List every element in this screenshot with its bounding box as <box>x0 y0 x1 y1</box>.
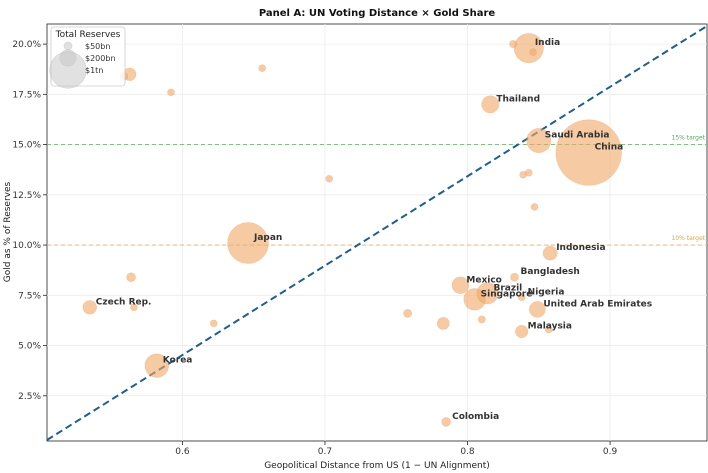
point <box>126 272 136 283</box>
y-ticks: 2.5% 5.0% 7.5% 10.0% 12.5% 15.0% 17.5% 20.0% <box>12 40 47 402</box>
point <box>325 174 334 183</box>
y-tick-label: 15.0% <box>12 141 41 151</box>
legend-marker <box>63 41 73 51</box>
label-united-arab-emirates: United Arab Emirates <box>543 299 652 309</box>
legend-title: Total Reserves <box>55 30 121 40</box>
label-china: China <box>595 143 624 153</box>
point <box>436 317 450 330</box>
y-tick-label: 2.5% <box>18 392 41 402</box>
reference-line-label: 10% target <box>672 235 706 242</box>
chart-title: Panel A: UN Voting Distance × Gold Share <box>259 8 496 19</box>
point-japan <box>227 222 269 264</box>
legend-label: $1tn <box>85 66 103 75</box>
point-india <box>513 33 544 64</box>
country-labels: India Thailand Saudi Arabia China Indonesia B… <box>96 38 652 422</box>
y-tick-label: 5.0% <box>18 342 41 352</box>
legend: Total Reserves $50bn $200bn $1tn <box>49 26 126 89</box>
point-thailand <box>481 95 500 114</box>
y-tick-label: 20.0% <box>12 40 41 50</box>
label-korea: Korea <box>163 356 193 366</box>
legend-label: $50bn <box>85 42 110 51</box>
point <box>477 315 486 324</box>
point-indonesia <box>542 245 558 261</box>
trend-line <box>46 25 708 441</box>
point <box>167 88 175 97</box>
point-korea <box>144 353 169 378</box>
reference-line-label: 15% target <box>672 135 706 142</box>
legend-marker <box>49 51 87 89</box>
point <box>209 319 218 328</box>
point-nigeria <box>517 293 526 302</box>
label-indonesia: Indonesia <box>556 243 605 253</box>
point <box>403 308 413 318</box>
point-bangladesh <box>510 272 519 282</box>
x-tick-label: 0.9 <box>603 447 618 457</box>
x-ticks: 0.6 0.7 0.8 0.9 <box>175 441 617 457</box>
point-malaysia <box>515 324 529 338</box>
point <box>530 203 539 211</box>
point-united-arab-emirates <box>529 301 546 318</box>
y-axis-label: Gold as % of Reserves <box>3 181 13 282</box>
x-tick-label: 0.8 <box>460 447 475 457</box>
x-tick-label: 0.6 <box>175 447 190 457</box>
point-mexico <box>451 276 470 294</box>
label-saudi-arabia: Saudi Arabia <box>545 131 610 141</box>
y-tick-label: 17.5% <box>12 90 41 100</box>
x-axis-label: Geopolitical Distance from US (1 − UN Al… <box>264 461 490 471</box>
point-china <box>555 119 622 186</box>
point <box>130 303 138 312</box>
label-czech-rep: Czech Rep. <box>96 297 152 307</box>
point <box>529 48 537 56</box>
x-tick-label: 0.7 <box>318 447 332 457</box>
plot-frame <box>46 23 708 442</box>
y-tick-label: 7.5% <box>18 291 41 301</box>
point-colombia <box>441 417 451 427</box>
point <box>258 64 267 73</box>
label-japan: Japan <box>253 233 282 243</box>
point <box>544 325 553 334</box>
label-bangladesh: Bangladesh <box>521 267 580 277</box>
label-india: India <box>535 38 560 48</box>
label-mexico: Mexico <box>466 275 501 285</box>
legend-label: $200bn <box>85 54 116 63</box>
points-layer <box>82 33 622 427</box>
label-brazil: Brazil <box>493 283 522 293</box>
point <box>525 168 533 177</box>
label-colombia: Colombia <box>452 412 499 422</box>
label-nigeria: Nigeria <box>528 287 565 297</box>
point <box>509 40 518 49</box>
trend-line-layer <box>46 25 708 441</box>
point-brazil <box>476 282 499 305</box>
point-czech-rep <box>82 300 97 315</box>
y-tick-label: 10.0% <box>12 241 41 251</box>
label-thailand: Thailand <box>496 94 540 104</box>
label-malaysia: Malaysia <box>528 321 572 331</box>
point-saudi-arabia <box>526 128 552 154</box>
label-singapore: Singapore <box>481 289 533 299</box>
y-tick-label: 12.5% <box>12 191 41 201</box>
reference-lines: 15% target 10% target <box>47 135 707 246</box>
